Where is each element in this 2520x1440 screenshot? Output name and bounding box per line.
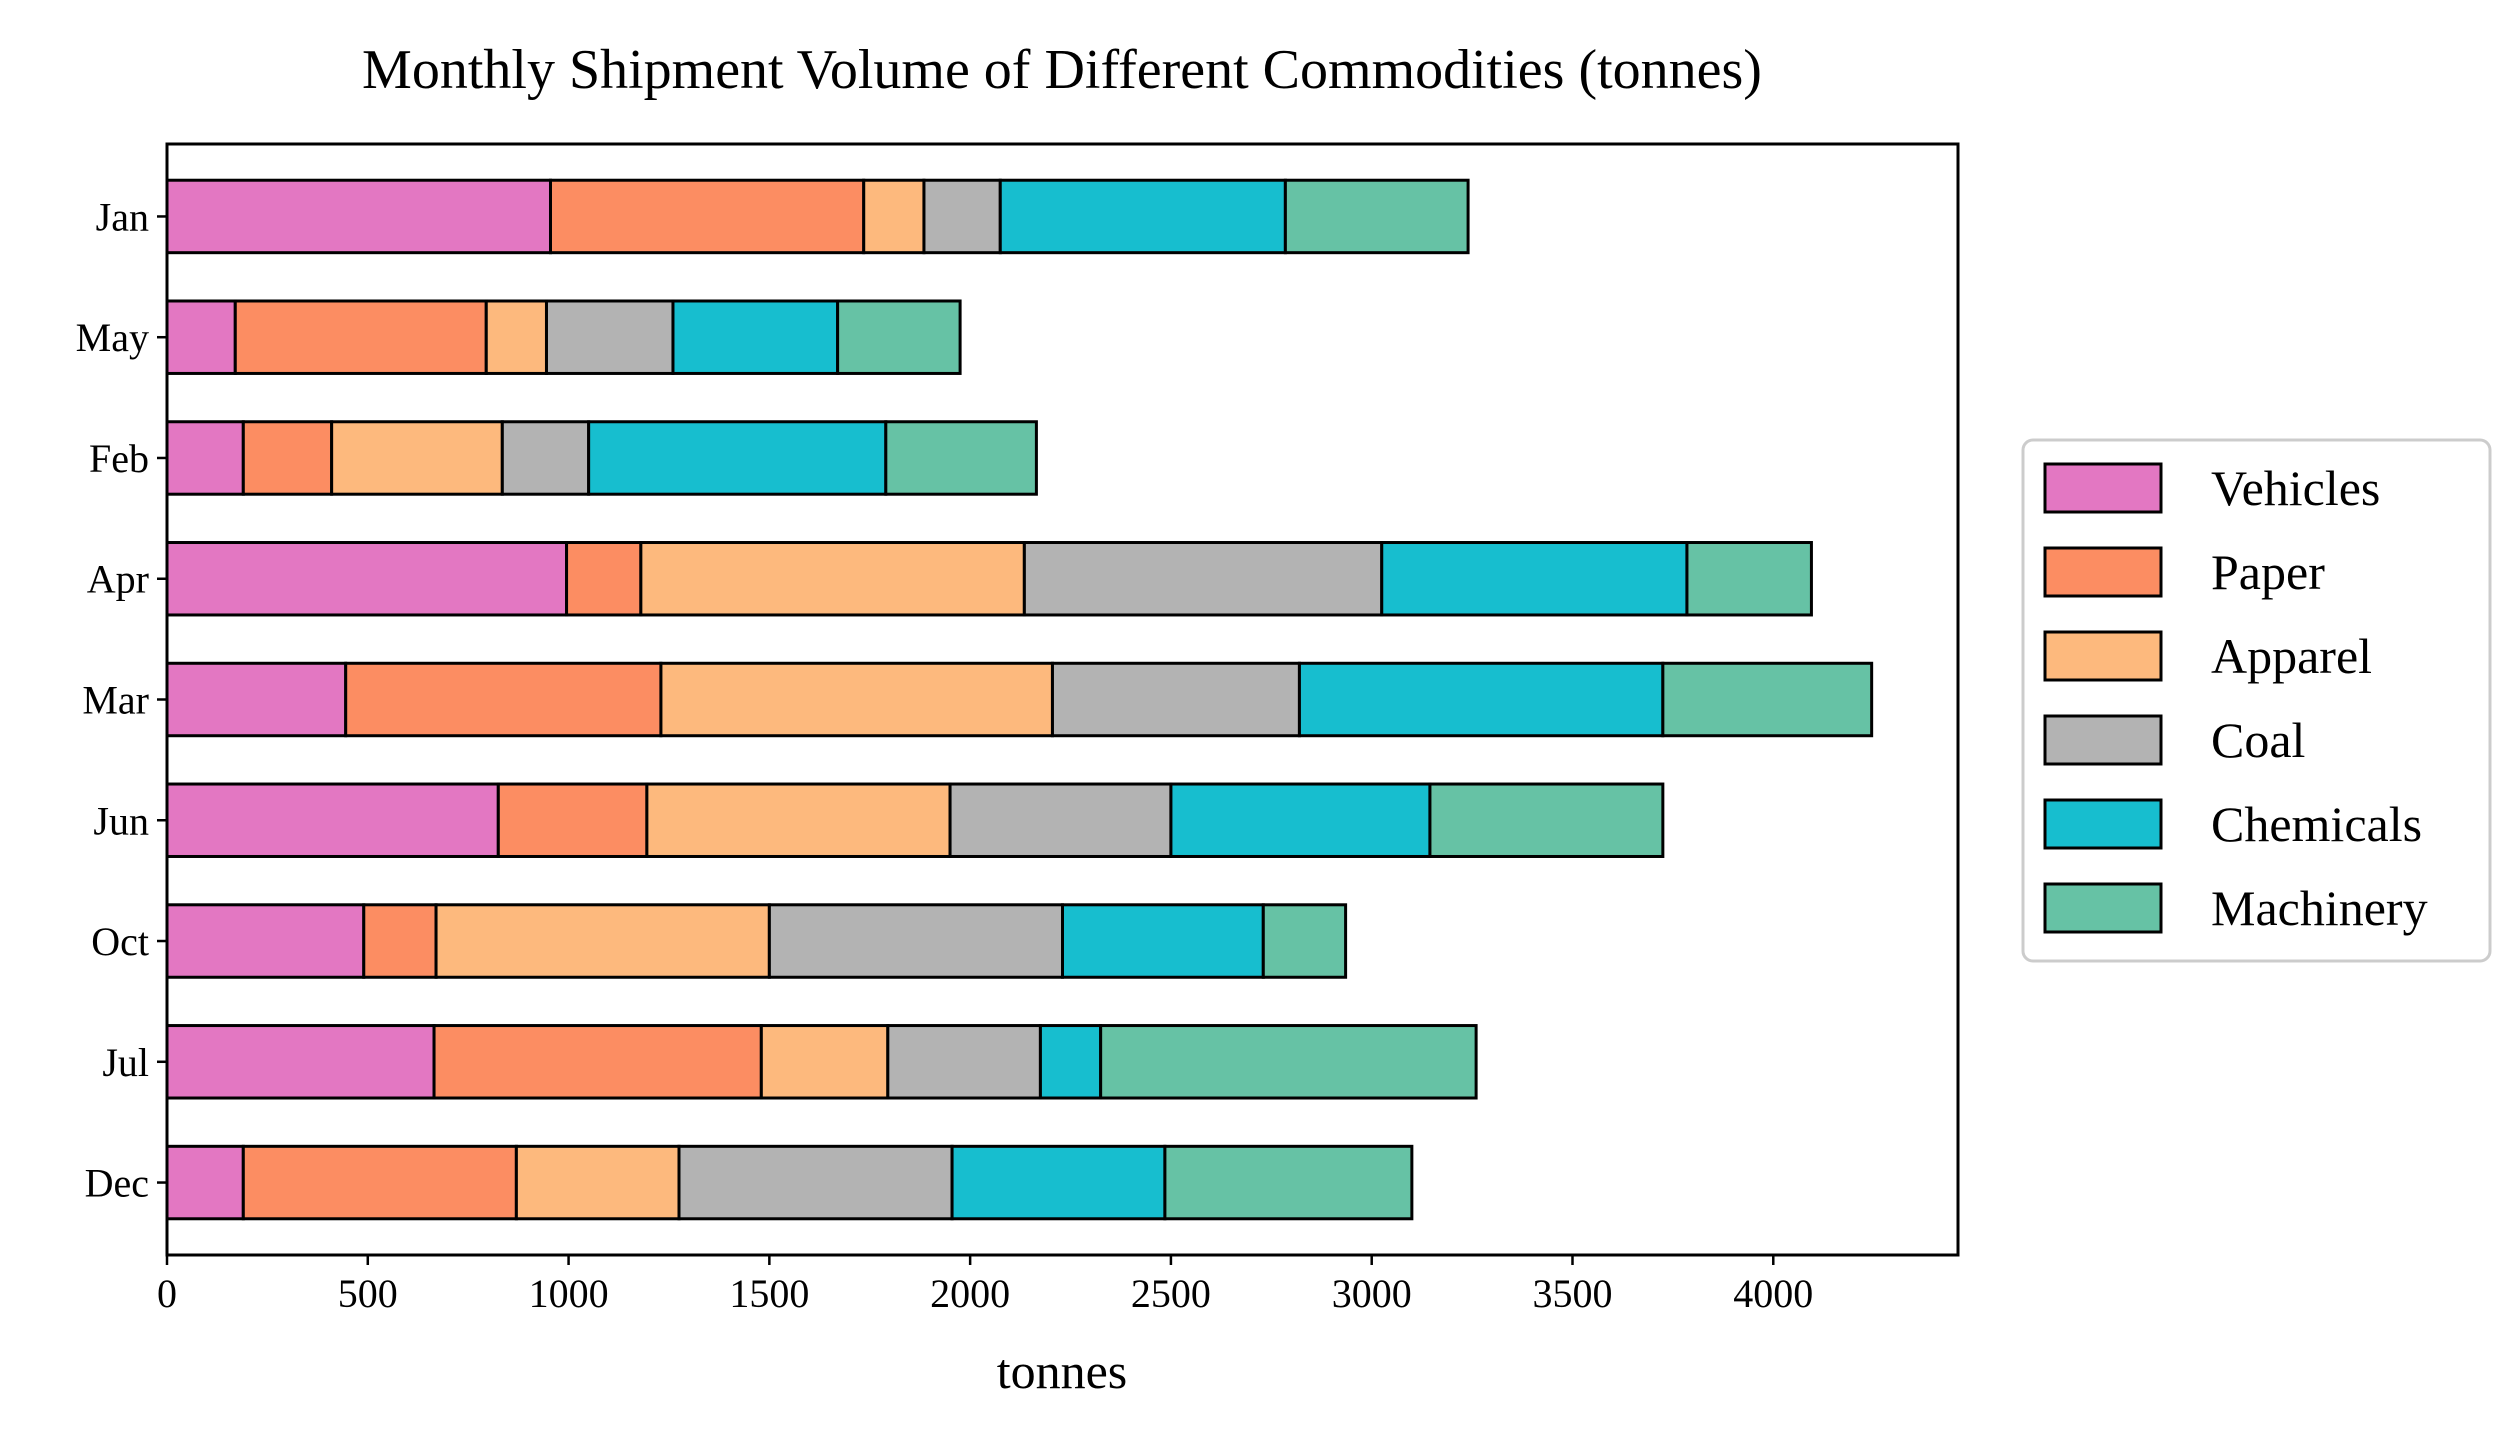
bar-chemicals-dec bbox=[950, 1144, 1167, 1221]
bar-machinery-apr bbox=[1685, 541, 1813, 617]
bar-chemicals-mar bbox=[1297, 661, 1665, 738]
bar-vehicles-oct bbox=[165, 903, 366, 979]
bar-machinery-jan bbox=[1283, 178, 1470, 255]
bar-vehicles-apr bbox=[165, 541, 569, 617]
bar-paper-mar bbox=[344, 661, 663, 738]
legend-label-vehicles: Vehicles bbox=[2211, 460, 2380, 516]
bar-vehicles-jun bbox=[165, 782, 500, 858]
legend-label-paper: Paper bbox=[2211, 544, 2325, 600]
bar-chemicals-apr bbox=[1380, 541, 1689, 617]
legend-swatch-coal bbox=[2043, 714, 2163, 766]
legend-label-machinery: Machinery bbox=[2211, 880, 2428, 936]
bar-coal-may bbox=[544, 299, 675, 375]
y-tick-label: Apr bbox=[87, 557, 149, 602]
bar-vehicles-dec bbox=[165, 1144, 245, 1221]
bar-paper-may bbox=[233, 299, 488, 375]
legend-swatch-paper bbox=[2043, 546, 2163, 598]
x-tick-label: 0 bbox=[157, 1271, 177, 1316]
bar-machinery-feb bbox=[884, 420, 1038, 496]
x-axis-label: tonnes bbox=[997, 1343, 1128, 1399]
legend-label-chemicals: Chemicals bbox=[2211, 796, 2422, 852]
bar-apparel-may bbox=[484, 299, 548, 375]
bar-coal-oct bbox=[767, 903, 1064, 979]
bar-chemicals-may bbox=[671, 299, 840, 375]
bar-paper-jan bbox=[548, 178, 866, 255]
y-tick-label: Dec bbox=[85, 1161, 149, 1206]
x-tick-label: 2000 bbox=[930, 1271, 1010, 1316]
x-tick-label: 500 bbox=[338, 1271, 398, 1316]
plot-area: Jan May Feb Apr Mar Jun Oct Jul Dec 0 500 1000 1500 2… bbox=[76, 142, 1960, 1316]
bar-apparel-feb bbox=[330, 420, 504, 496]
bar-vehicles-may bbox=[165, 299, 237, 375]
bar-coal-feb bbox=[500, 420, 591, 496]
y-tick-label: May bbox=[76, 315, 149, 360]
bar-chemicals-jul bbox=[1038, 1024, 1103, 1100]
bar-apparel-oct bbox=[434, 903, 771, 979]
y-tick-label: Feb bbox=[89, 436, 149, 481]
y-tick-label: Jul bbox=[102, 1040, 149, 1085]
bar-coal-jul bbox=[886, 1024, 1042, 1100]
x-tick-label: 4000 bbox=[1733, 1271, 1813, 1316]
bar-paper-oct bbox=[362, 903, 438, 979]
bar-vehicles-jan bbox=[165, 178, 552, 255]
x-tick-label: 2500 bbox=[1131, 1271, 1211, 1316]
legend: Vehicles Paper Apparel Coal Chemicals Machine… bbox=[2021, 438, 2492, 963]
bar-machinery-mar bbox=[1661, 661, 1874, 738]
bar-paper-jun bbox=[496, 782, 649, 858]
bar-machinery-oct bbox=[1261, 903, 1348, 979]
bar-apparel-mar bbox=[659, 661, 1054, 738]
bar-vehicles-feb bbox=[165, 420, 245, 496]
bar-vehicles-mar bbox=[165, 661, 348, 738]
bar-paper-dec bbox=[241, 1144, 518, 1221]
bar-coal-jan bbox=[922, 178, 1002, 255]
bar-paper-jul bbox=[432, 1024, 763, 1100]
x-tick-label: 1500 bbox=[729, 1271, 809, 1316]
bar-machinery-may bbox=[836, 299, 962, 375]
legend-label-coal: Coal bbox=[2211, 712, 2305, 768]
bar-machinery-dec bbox=[1163, 1144, 1414, 1221]
legend-swatch-chemicals bbox=[2043, 798, 2163, 850]
x-tick-label: 1000 bbox=[529, 1271, 609, 1316]
y-tick-label: Jan bbox=[96, 194, 149, 239]
legend-swatch-vehicles bbox=[2043, 462, 2163, 514]
bar-apparel-jan bbox=[862, 178, 926, 255]
bar-apparel-jul bbox=[759, 1024, 890, 1100]
bar-coal-jun bbox=[948, 782, 1173, 858]
bar-chemicals-jun bbox=[1169, 782, 1432, 858]
bar-machinery-jul bbox=[1099, 1024, 1478, 1100]
bar-vehicles-jul bbox=[165, 1024, 436, 1100]
bar-chemicals-feb bbox=[587, 420, 888, 496]
bar-coal-apr bbox=[1022, 541, 1384, 617]
bar-apparel-jun bbox=[645, 782, 952, 858]
bar-apparel-apr bbox=[639, 541, 1026, 617]
y-tick-label: Oct bbox=[91, 919, 149, 964]
chart-title: Monthly Shipment Volume of Different Com… bbox=[362, 39, 1762, 101]
bar-paper-apr bbox=[565, 541, 643, 617]
bar-chemicals-jan bbox=[998, 178, 1287, 255]
x-tick-label: 3000 bbox=[1332, 1271, 1412, 1316]
axes-frame bbox=[165, 142, 1960, 1257]
bar-machinery-jun bbox=[1428, 782, 1665, 858]
bar-chemicals-oct bbox=[1061, 903, 1265, 979]
bar-coal-dec bbox=[677, 1144, 954, 1221]
bar-coal-mar bbox=[1050, 661, 1301, 738]
x-tick-label: 3500 bbox=[1532, 1271, 1612, 1316]
legend-label-apparel: Apparel bbox=[2211, 628, 2372, 684]
bar-apparel-dec bbox=[514, 1144, 681, 1221]
legend-swatch-machinery bbox=[2043, 882, 2163, 934]
y-tick-label: Mar bbox=[82, 678, 149, 723]
legend-swatch-apparel bbox=[2043, 630, 2163, 682]
bar-paper-feb bbox=[241, 420, 334, 496]
y-tick-label: Jun bbox=[93, 798, 149, 843]
